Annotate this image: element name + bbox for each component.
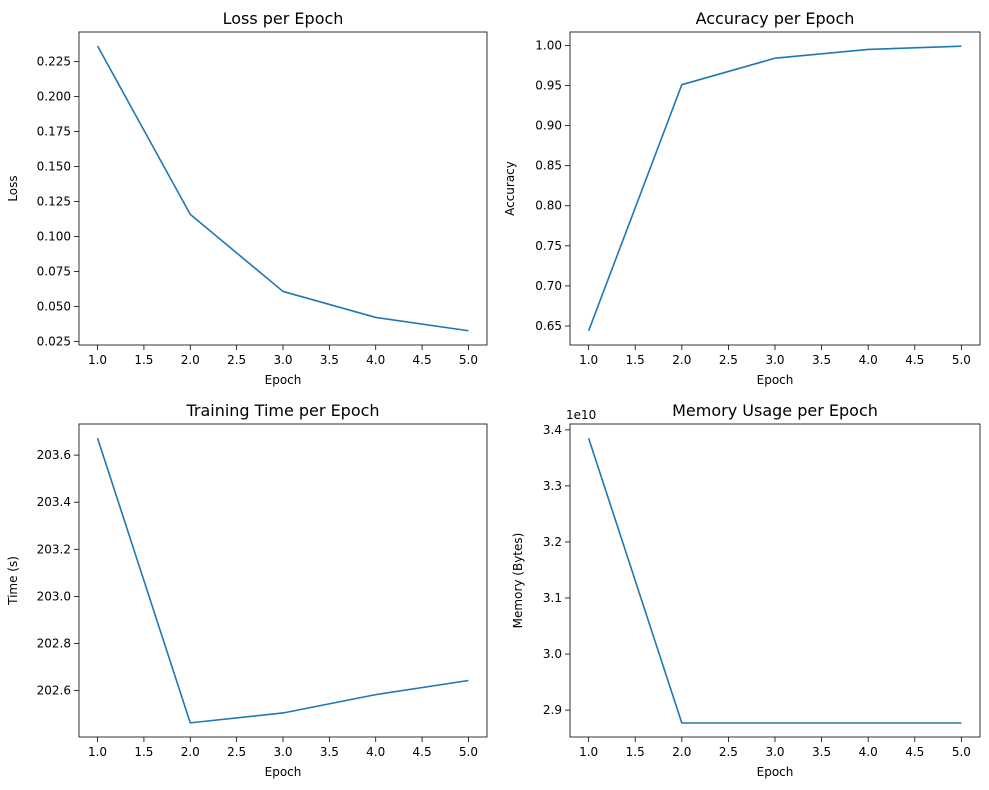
x-tick-label: 3.5 <box>320 353 339 367</box>
y-tick-label: 0.70 <box>535 279 562 293</box>
x-tick-label: 3.5 <box>320 745 339 759</box>
axes-frame <box>78 423 488 738</box>
subplot-2: 1.0 1.5 2.0 2.5 3.0 3.5 4.0 4.5 5.0 0.65 0.70 0.75 0… <box>503 9 981 387</box>
subplot-3: 1.0 1.5 2.0 2.5 3.0 3.5 4.0 4.5 5.0 202.6 202.8 203… <box>6 401 488 779</box>
y-tick-label: 0.85 <box>535 159 562 173</box>
x-tick-label: 4.0 <box>859 745 878 759</box>
y-tick-label: 2.9 <box>543 703 562 717</box>
y-tick-label: 0.65 <box>535 319 562 333</box>
x-tick-label: 4.0 <box>366 353 385 367</box>
x-tick-label: 2.0 <box>672 745 691 759</box>
axes-frame <box>78 31 488 346</box>
y-tick-label: 0.200 <box>37 90 71 104</box>
x-tick-label: 1.0 <box>579 353 598 367</box>
y-tick-label: 1.00 <box>535 38 562 52</box>
y-tick-label: 3.0 <box>543 647 562 661</box>
x-tick-label: 1.5 <box>134 353 153 367</box>
x-tick-label: 2.5 <box>719 353 738 367</box>
axes-frame <box>569 31 981 346</box>
y-tick-label: 0.075 <box>37 264 71 278</box>
x-tick-label: 2.5 <box>227 353 246 367</box>
y-axis-label: Time (s) <box>6 556 20 606</box>
x-tick-label: 2.0 <box>672 353 691 367</box>
x-tick-label: 5.0 <box>952 353 971 367</box>
x-tick-label: 1.0 <box>579 745 598 759</box>
y-tick-label: 203.2 <box>37 542 71 556</box>
y-tick-label: 0.225 <box>37 55 71 69</box>
x-tick-label: 3.0 <box>765 745 784 759</box>
x-tick-label: 5.0 <box>459 745 478 759</box>
y-tick-label: 0.80 <box>535 199 562 213</box>
y-tick-label: 3.4 <box>543 423 562 437</box>
x-axis-label: Epoch <box>757 765 794 779</box>
y-axis-label: Memory (Bytes) <box>511 533 525 629</box>
y-tick-label: 0.050 <box>37 299 71 313</box>
y-axis-label: Loss <box>6 175 20 201</box>
y-tick-label: 0.75 <box>535 239 562 253</box>
x-tick-label: 4.5 <box>905 353 924 367</box>
x-tick-label: 1.0 <box>88 745 107 759</box>
y-tick-label: 0.175 <box>37 125 71 139</box>
x-tick-label: 2.5 <box>227 745 246 759</box>
y-tick-label: 202.8 <box>37 637 71 651</box>
y-tick-label: 0.100 <box>37 229 71 243</box>
x-tick-label: 2.0 <box>181 745 200 759</box>
subplot-4: 1.0 1.5 2.0 2.5 3.0 3.5 4.0 4.5 5.0 2.9 3.0 3.1 3.2 3… <box>511 401 981 779</box>
y-tick-label: 203.6 <box>37 448 71 462</box>
chart-title: Loss per Epoch <box>223 9 344 28</box>
y-tick-label: 203.0 <box>37 589 71 603</box>
x-tick-label: 3.0 <box>765 353 784 367</box>
chart-title: Memory Usage per Epoch <box>672 401 878 420</box>
x-tick-label: 3.0 <box>273 745 292 759</box>
y-tick-label: 3.1 <box>543 591 562 605</box>
x-axis-label: Epoch <box>265 373 302 387</box>
x-tick-label: 1.0 <box>88 353 107 367</box>
chart-title: Accuracy per Epoch <box>696 9 855 28</box>
x-tick-label: 3.5 <box>812 745 831 759</box>
series-line <box>587 437 962 724</box>
series-line <box>96 437 469 724</box>
y-tick-label: 203.4 <box>37 495 71 509</box>
series-line <box>96 45 469 332</box>
y-tick-label: 0.125 <box>37 195 71 209</box>
x-tick-label: 3.5 <box>812 353 831 367</box>
x-tick-label: 5.0 <box>952 745 971 759</box>
x-tick-label: 4.5 <box>413 353 432 367</box>
y-tick-label: 0.150 <box>37 160 71 174</box>
x-axis-label: Epoch <box>265 765 302 779</box>
x-tick-label: 4.5 <box>413 745 432 759</box>
x-tick-label: 1.5 <box>626 353 645 367</box>
x-tick-label: 4.5 <box>905 745 924 759</box>
y-tick-label: 0.025 <box>37 334 71 348</box>
x-tick-label: 2.0 <box>181 353 200 367</box>
x-axis-label: Epoch <box>757 373 794 387</box>
x-tick-label: 1.5 <box>134 745 153 759</box>
y-tick-label: 3.3 <box>543 479 562 493</box>
y-tick-label: 0.90 <box>535 119 562 133</box>
y-axis-multiplier: 1e10 <box>566 408 596 422</box>
x-tick-label: 4.0 <box>859 353 878 367</box>
chart-title: Training Time per Epoch <box>185 401 379 420</box>
axes-frame <box>569 423 981 738</box>
x-tick-label: 4.0 <box>366 745 385 759</box>
y-axis-label: Accuracy <box>503 161 517 216</box>
y-tick-label: 0.95 <box>535 78 562 92</box>
subplot-1: 1.0 1.5 2.0 2.5 3.0 3.5 4.0 4.5 5.0 0.025 0.050 0.0… <box>6 9 488 387</box>
x-tick-label: 5.0 <box>459 353 478 367</box>
x-tick-label: 3.0 <box>273 353 292 367</box>
x-tick-label: 1.5 <box>626 745 645 759</box>
y-tick-label: 202.6 <box>37 684 71 698</box>
series-line <box>587 45 962 332</box>
x-tick-label: 2.5 <box>719 745 738 759</box>
y-tick-label: 3.2 <box>543 535 562 549</box>
